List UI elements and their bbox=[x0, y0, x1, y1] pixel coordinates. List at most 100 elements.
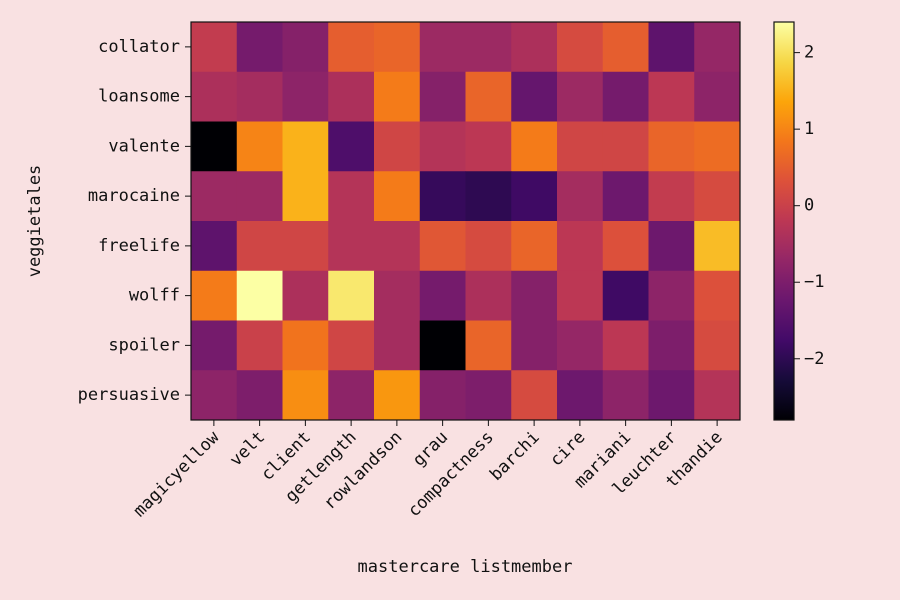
heatmap-cell bbox=[374, 71, 421, 122]
x-tick-label: barchi bbox=[486, 427, 544, 485]
heatmap-cell bbox=[465, 171, 512, 222]
y-tick-label: persuasive bbox=[78, 385, 180, 405]
heatmap-cells bbox=[191, 22, 741, 421]
heatmap-cell bbox=[694, 320, 741, 371]
heatmap-cell bbox=[419, 221, 466, 272]
heatmap-cell bbox=[694, 221, 741, 272]
x-tick-label: magicyellow bbox=[130, 427, 224, 521]
heatmap-cell bbox=[648, 171, 695, 222]
heatmap-cell bbox=[511, 270, 558, 321]
heatmap-cell bbox=[602, 320, 649, 371]
colorbar-tick-label: −2 bbox=[804, 349, 824, 369]
heatmap-cell bbox=[282, 171, 329, 222]
heatmap-cell bbox=[557, 71, 604, 122]
heatmap-cell bbox=[465, 270, 512, 321]
heatmap-cell bbox=[419, 22, 466, 73]
x-axis-label: mastercare listmember bbox=[358, 557, 573, 577]
heatmap-cell bbox=[282, 71, 329, 122]
heatmap-cell bbox=[602, 71, 649, 122]
heatmap-cell bbox=[511, 71, 558, 122]
y-tick-label: freelife bbox=[98, 236, 180, 256]
heatmap-cell bbox=[511, 121, 558, 172]
heatmap-cell bbox=[557, 270, 604, 321]
heatmap-cell bbox=[557, 121, 604, 172]
heatmap-cell bbox=[557, 171, 604, 222]
heatmap-cell bbox=[328, 221, 375, 272]
heatmap-cell bbox=[328, 71, 375, 122]
heatmap-cell bbox=[328, 171, 375, 222]
heatmap-cell bbox=[236, 370, 283, 421]
x-tick-label: cire bbox=[546, 427, 589, 470]
colorbar-tick-label: 1 bbox=[804, 119, 814, 139]
heatmap-cell bbox=[328, 270, 375, 321]
heatmap-cell bbox=[236, 320, 283, 371]
heatmap-cell bbox=[465, 22, 512, 73]
heatmap-cell bbox=[648, 320, 695, 371]
heatmap-cell bbox=[282, 22, 329, 73]
y-tick-label: marocaine bbox=[88, 186, 180, 206]
heatmap-cell bbox=[694, 71, 741, 122]
heatmap-cell bbox=[511, 221, 558, 272]
colorbar-tick-label: −1 bbox=[804, 272, 824, 292]
plot-frame bbox=[190, 21, 741, 421]
heatmap-cell bbox=[465, 71, 512, 122]
y-tick-label: spoiler bbox=[108, 335, 180, 355]
heatmap-cell bbox=[694, 121, 741, 172]
heatmap-cell bbox=[374, 22, 421, 73]
y-tick-label: collator bbox=[98, 37, 180, 57]
heatmap-cell bbox=[465, 221, 512, 272]
heatmap-cell bbox=[191, 71, 238, 122]
heatmap-cell bbox=[602, 270, 649, 321]
heatmap-cell bbox=[236, 221, 283, 272]
y-tick-label: valente bbox=[108, 136, 180, 156]
heatmap-cell bbox=[419, 71, 466, 122]
x-tick-label: velt bbox=[226, 427, 269, 470]
heatmap-cell bbox=[328, 22, 375, 73]
heatmap-cell bbox=[694, 370, 741, 421]
heatmap-cell bbox=[648, 221, 695, 272]
heatmap-cell bbox=[282, 320, 329, 371]
heatmap-cell bbox=[557, 221, 604, 272]
heatmap-cell bbox=[191, 370, 238, 421]
y-axis: collator loansome valente marocaine freelife… bbox=[78, 37, 191, 405]
heatmap-cell bbox=[374, 121, 421, 172]
heatmap-cell bbox=[191, 270, 238, 321]
heatmap-cell bbox=[374, 171, 421, 222]
heatmap-cell bbox=[374, 370, 421, 421]
heatmap-cell bbox=[602, 22, 649, 73]
heatmap-cell bbox=[648, 270, 695, 321]
heatmap-cell bbox=[465, 370, 512, 421]
colorbar-tick-label: 2 bbox=[804, 43, 814, 63]
colorbar-tick-label: 0 bbox=[804, 196, 814, 216]
heatmap-cell bbox=[648, 71, 695, 122]
heatmap-cell bbox=[191, 171, 238, 222]
heatmap-cell bbox=[282, 370, 329, 421]
y-tick-label: loansome bbox=[98, 87, 180, 107]
x-axis: magicyellow veltclientgetlengthrowlandson… bbox=[130, 420, 727, 521]
heatmap-cell bbox=[374, 270, 421, 321]
heatmap-cell bbox=[236, 71, 283, 122]
colorbar bbox=[773, 21, 795, 421]
heatmap-cell bbox=[511, 320, 558, 371]
x-tick-label: grau bbox=[409, 427, 452, 470]
heatmap-cell bbox=[236, 22, 283, 73]
heatmap-cell bbox=[419, 270, 466, 321]
heatmap-cell bbox=[191, 320, 238, 371]
heatmap-cell bbox=[648, 121, 695, 172]
heatmap-cell bbox=[419, 370, 466, 421]
heatmap-cell bbox=[694, 171, 741, 222]
heatmap-cell bbox=[557, 370, 604, 421]
heatmap-cell bbox=[557, 320, 604, 371]
heatmap-cell bbox=[236, 270, 283, 321]
heatmap-cell bbox=[648, 370, 695, 421]
heatmap-cell bbox=[419, 320, 466, 371]
heatmap-cell bbox=[282, 270, 329, 321]
heatmap-cell bbox=[419, 171, 466, 222]
heatmap-cell bbox=[511, 370, 558, 421]
heatmap-cell bbox=[419, 121, 466, 172]
heatmap-cell bbox=[602, 370, 649, 421]
y-tick-label: wolff bbox=[129, 286, 180, 306]
heatmap-cell bbox=[511, 171, 558, 222]
heatmap-cell bbox=[602, 121, 649, 172]
heatmap-cell bbox=[557, 22, 604, 73]
